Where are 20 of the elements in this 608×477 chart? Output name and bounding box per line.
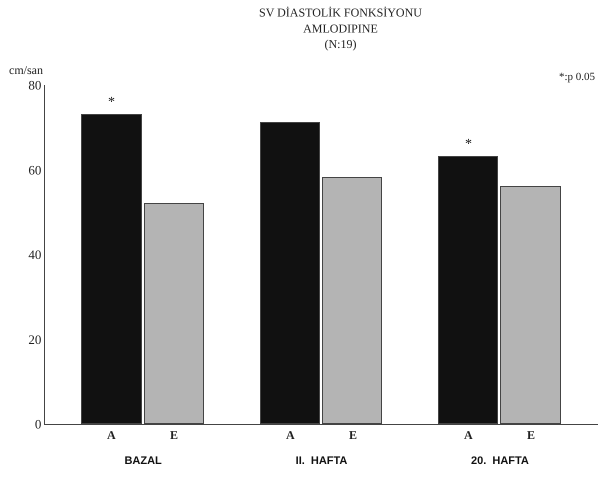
text: A: [286, 428, 295, 442]
text: E: [527, 428, 536, 442]
annotation: *: [108, 95, 115, 110]
series-label: A: [107, 428, 116, 442]
y-tick-label: 80: [28, 78, 42, 93]
x-tick-label: BAZAL: [124, 455, 162, 468]
y-tick-label: 0: [34, 416, 42, 432]
text: *:p 0.05: [559, 71, 596, 83]
y-tick-label: 20: [28, 332, 42, 347]
y-axis-title: cm/san: [9, 63, 43, 77]
chart-title: SV DİASTOLİK FONKSİYONU: [259, 6, 422, 20]
y-tick-label: 60: [28, 162, 42, 178]
text: A: [464, 428, 473, 442]
text: E: [349, 428, 358, 442]
x-tick-label: II. HAFTA: [296, 455, 348, 468]
annotation: *: [465, 137, 472, 152]
y-tick-label: 40: [28, 247, 42, 262]
x-tick-label: 20. HAFTA: [470, 455, 529, 468]
chart-subtitle: AMLODIPINE (N:19): [303, 21, 378, 51]
series-label: E: [170, 428, 178, 442]
